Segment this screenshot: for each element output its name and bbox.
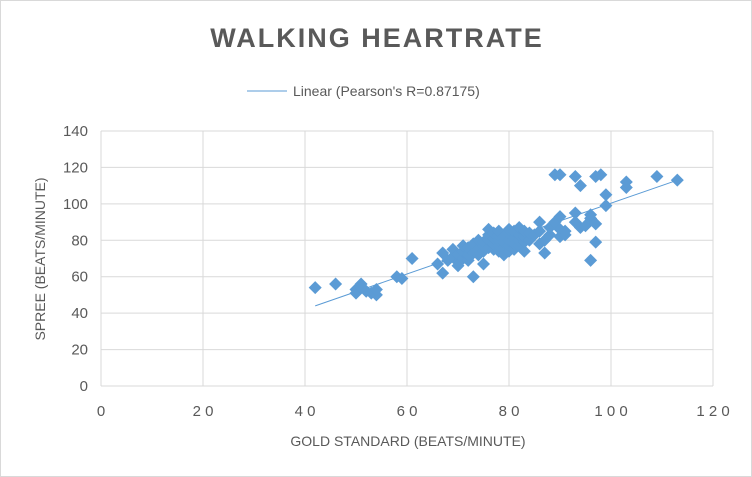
data-point [533,224,547,238]
data-point [395,272,409,286]
x-tick-label: 2 0 [193,403,214,420]
data-point [558,224,572,238]
data-point [533,215,547,229]
data-point [369,282,383,296]
y-tick-label: 20 [71,342,88,359]
data-point [431,257,445,271]
data-point [594,168,608,182]
data-point [573,179,587,193]
x-tick-label: 0 [97,403,105,420]
y-tick-label: 120 [63,159,88,176]
x-tick-label: 8 0 [499,403,520,420]
data-point [553,210,567,224]
data-point [329,277,343,291]
data-point [568,170,582,184]
data-point [553,168,567,182]
y-tick-label: 40 [71,305,88,322]
y-tick-label: 100 [63,196,88,213]
y-tick-label: 80 [71,232,88,249]
data-point [517,244,531,258]
chart-title: WALKING HEARTRATE [210,23,543,53]
x-tick-label: 6 0 [397,403,418,420]
data-point [599,188,613,202]
data-point [543,228,557,242]
legend-label: Linear (Pearson's R=0.87175) [293,83,480,99]
x-axis-title: GOLD STANDARD (BEATS/MINUTE) [290,433,525,449]
data-point [436,266,450,280]
data-point [619,175,633,189]
x-tick-label: 1 2 0 [696,403,729,420]
y-tick-label: 140 [63,123,88,140]
y-tick-label: 60 [71,269,88,286]
data-point [599,199,613,213]
data-point [538,246,552,260]
data-point [589,235,603,249]
data-point [405,252,419,265]
y-tick-label: 0 [80,378,88,395]
data-point [584,253,598,267]
legend: Linear (Pearson's R=0.87175) [247,83,480,99]
data-points [308,168,684,302]
data-point [477,257,490,271]
y-axis-ticks: 0 20 40 60 80 100 120 140 [63,123,88,395]
y-axis-title: SPREE (BEATS/MINUTE) [32,177,48,340]
data-point [568,206,582,220]
data-point [466,270,480,284]
data-point [670,173,684,187]
x-tick-label: 1 0 0 [594,403,627,420]
x-tick-label: 4 0 [295,403,316,420]
data-point [308,281,322,295]
data-point [650,170,664,184]
x-axis-ticks: 0 2 0 4 0 6 0 8 0 1 0 0 1 2 0 [97,403,730,420]
data-point [584,208,598,222]
data-point [589,217,603,231]
